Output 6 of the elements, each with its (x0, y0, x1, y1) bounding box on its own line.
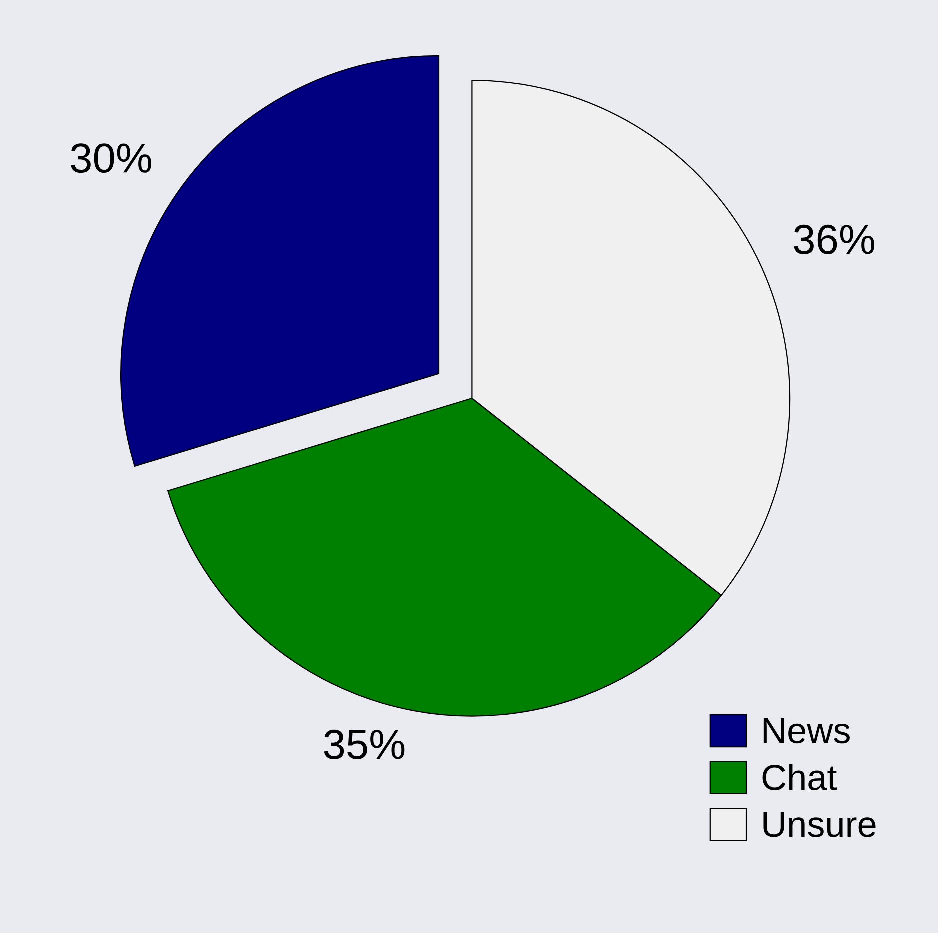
data-label: 35% (324, 730, 405, 760)
legend-label: Chat (762, 764, 837, 791)
legend-label: News (764, 718, 850, 744)
data-label: 36% (794, 224, 875, 254)
legend-label: Unsure (764, 812, 876, 838)
data-label: 30% (71, 144, 152, 174)
